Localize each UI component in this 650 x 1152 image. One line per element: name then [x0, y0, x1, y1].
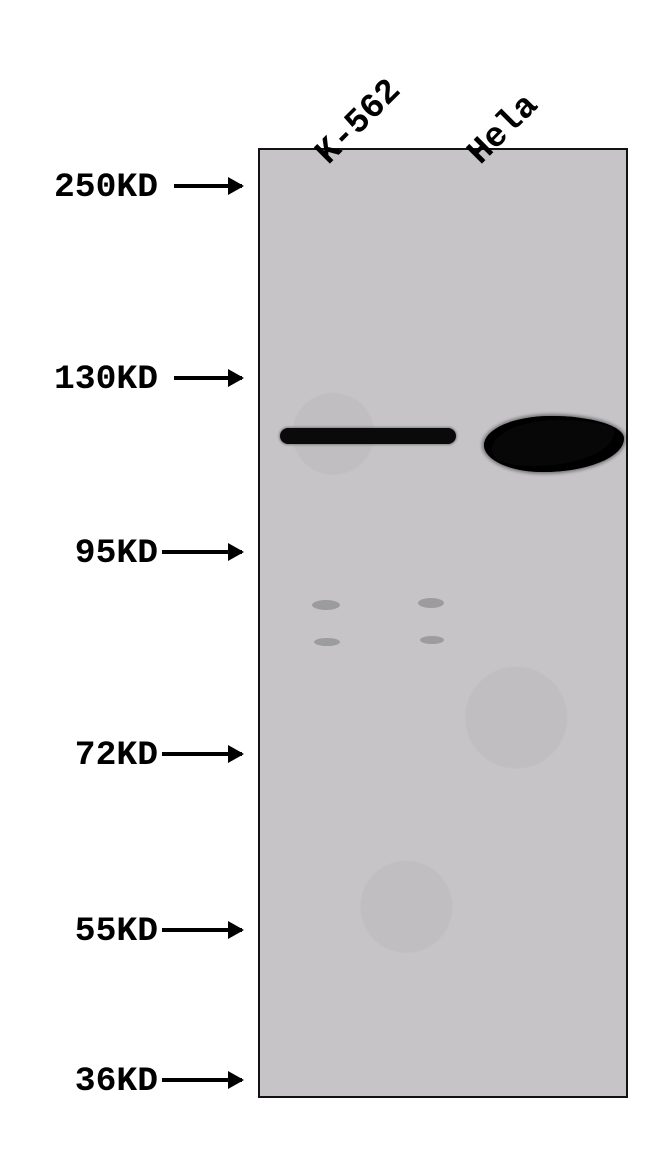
marker-label: 95KD	[28, 534, 158, 573]
marker-label: 36KD	[28, 1062, 158, 1101]
marker-arrow	[162, 1078, 242, 1082]
faint-band-spot	[312, 600, 340, 610]
marker-arrow	[162, 550, 242, 554]
faint-band-spot	[420, 636, 444, 644]
marker-arrow	[174, 376, 242, 380]
marker-label: 130KD	[28, 360, 158, 399]
marker-label: 250KD	[28, 168, 158, 207]
faint-band-spot	[418, 598, 444, 608]
marker-arrow	[174, 184, 242, 188]
band	[280, 428, 456, 444]
faint-band-spot	[314, 638, 340, 646]
marker-label: 72KD	[28, 736, 158, 775]
marker-arrow	[162, 752, 242, 756]
marker-label: 55KD	[28, 912, 158, 951]
blot-membrane	[258, 148, 628, 1098]
blot-figure: 250KD130KD95KD72KD55KD36KD K-562Hela	[0, 0, 650, 1152]
marker-arrow	[162, 928, 242, 932]
